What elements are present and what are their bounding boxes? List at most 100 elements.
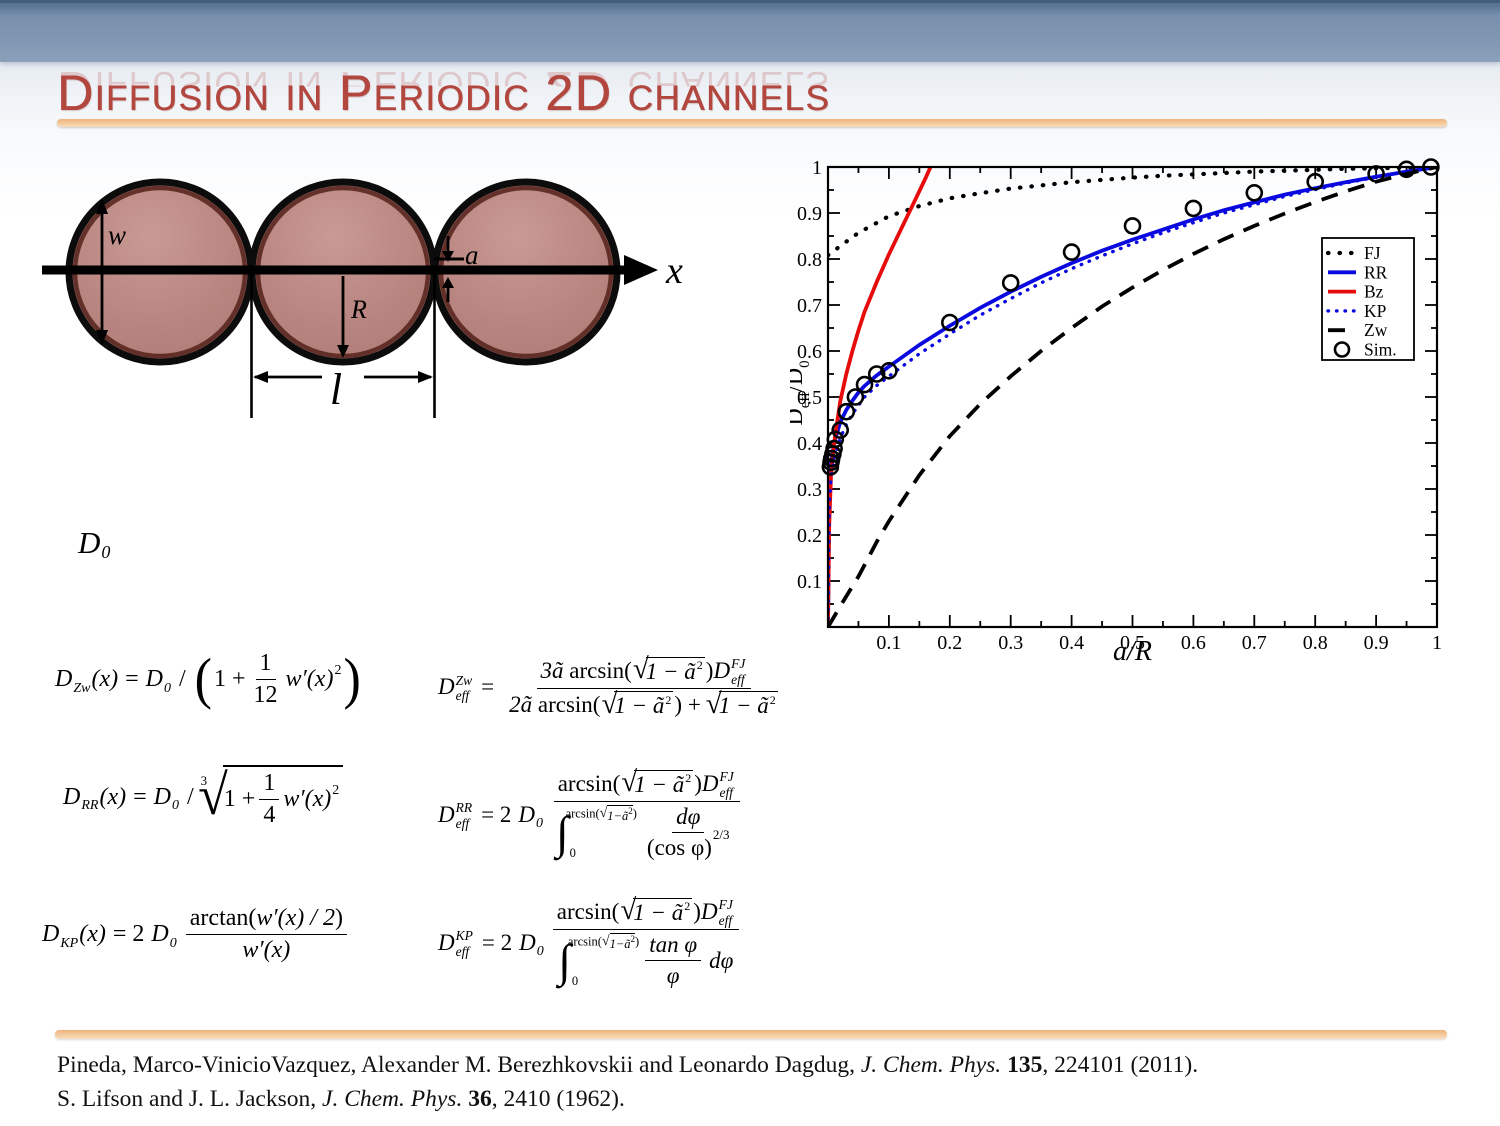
radicand: 1 + 1 4 w′(x) 2 (222, 765, 344, 829)
curve-RR (829, 168, 1436, 626)
math-term: w′(x) (285, 666, 334, 692)
frac-numerator: arctan(w′(x) / 2) (185, 905, 347, 935)
math-sub: 0 (169, 935, 177, 951)
frac-denominator: ∫ arcsin(√ 1−ã2) 0 dφ (cos φ) 2/3 (552, 802, 742, 861)
math-sub: 0 (171, 798, 179, 813)
math-sup: 2 (628, 805, 633, 816)
fraction: dφ (cos φ) 2/3 (643, 804, 734, 861)
y-tick-label: 0.2 (797, 525, 822, 547)
paren-close: ) (334, 905, 343, 931)
sim-data-point (826, 430, 845, 449)
equals: = (125, 666, 139, 692)
label-l: l (330, 365, 342, 414)
aperture-annotation (434, 236, 464, 302)
equals: = 2 (112, 921, 145, 947)
math-term: 1−ã (609, 936, 631, 951)
math-sup: KP (455, 928, 473, 943)
sim-data-point (1062, 243, 1081, 261)
fraction: arctan(w′(x) / 2) w′(x) (185, 905, 347, 964)
math-coef: 3ã (540, 657, 564, 683)
sim-data-point (941, 313, 959, 332)
math-var: D (151, 921, 169, 947)
sim-data-point (1001, 274, 1020, 292)
math-term: 1 − ã (614, 693, 665, 719)
math-arg: w′(x) / 2 (256, 905, 335, 931)
frac-denominator: 4 (263, 802, 276, 828)
math-fn: arctan( (189, 905, 257, 931)
math-var: D (42, 921, 60, 947)
math-sub: RR (81, 798, 99, 813)
sim-data-point (1397, 160, 1416, 179)
paren-close: ) (694, 770, 702, 796)
integral-limits: arcsin(√ 1−ã2) 0 (566, 804, 637, 861)
integral-icon: ∫ (558, 934, 571, 986)
math-sub: 0 (164, 680, 171, 696)
radical-icon: √ (620, 894, 637, 927)
footer-divider (55, 1030, 1447, 1039)
reference-2: S. Lifson and J. L. Jackson, J. Chem. Ph… (57, 1082, 1198, 1116)
math-coef: 2ã (509, 692, 533, 718)
math-sup: 2 (665, 692, 672, 707)
integral-limits: arcsin(√ 1−ã2) 0 (567, 932, 639, 989)
math-sub: eff (718, 912, 733, 928)
math-arg: (x) (91, 666, 119, 692)
journal-name: J. Chem. Phys. (860, 1052, 1008, 1078)
math-sub: 0 (101, 541, 111, 562)
math-sub: 0 (536, 943, 544, 959)
math-sup: FJ (718, 897, 733, 912)
radical-icon: √ (621, 766, 638, 799)
math-sub: Zw (73, 680, 91, 696)
volume-number: 36 (468, 1086, 492, 1113)
period-annotation (250, 270, 436, 418)
label-w: w (108, 220, 126, 250)
journal-name: J. Chem. Phys. (322, 1086, 469, 1113)
math-sup: 2 (332, 782, 340, 798)
math-var: D (713, 657, 731, 683)
y-tick-label: 0.1 (797, 571, 822, 593)
chart-svg: 0.1 0.2 0.3 0.4 0.5 0.6 0.7 0.8 0.9 1 0.1 0.2 0.3 0.4… (790, 157, 1442, 667)
math-supsub: Zw eff (456, 673, 473, 704)
math-var: D (63, 783, 81, 810)
reference-text: , 2410 (1962). (491, 1086, 625, 1113)
legend-label-KP: KP (1364, 301, 1387, 321)
legend-label-Zw: Zw (1364, 320, 1388, 340)
math-fn: arcsin( (537, 692, 601, 718)
math-supsub: KP eff (456, 928, 473, 959)
y-tick-label: 1 (812, 157, 822, 179)
sim-data-point (831, 421, 850, 439)
equals: = (481, 674, 495, 700)
fraction: tan φ φ (645, 932, 702, 989)
axis-ticks (828, 166, 1438, 627)
math-term: 1 + (214, 666, 246, 692)
y-tick-label: 0.6 (797, 341, 822, 363)
x-tick-label: 0.7 (1242, 632, 1267, 654)
math-arg: (x) (79, 921, 106, 947)
curve-FJ (829, 168, 1436, 258)
math-var: D (701, 770, 719, 796)
math-op: ) + (674, 692, 701, 718)
paren-close: ) (343, 647, 361, 711)
x-axis-arrow (42, 255, 658, 285)
paren-close: ) (705, 657, 714, 683)
y-tick-label: 0.8 (797, 249, 822, 271)
math-var: D (518, 801, 535, 827)
curve-Bz (829, 168, 933, 626)
math-fn: arcsin( (556, 898, 620, 924)
math-sub: KP (60, 935, 79, 951)
math-fn: arcsin( (567, 934, 602, 949)
sqrt: √ 1−ã2 (601, 932, 636, 952)
paren-open: ( (194, 647, 212, 711)
radical-icon: √ (601, 934, 610, 950)
sim-data-point (1367, 165, 1385, 183)
x-tick-label: 0.3 (998, 632, 1023, 654)
